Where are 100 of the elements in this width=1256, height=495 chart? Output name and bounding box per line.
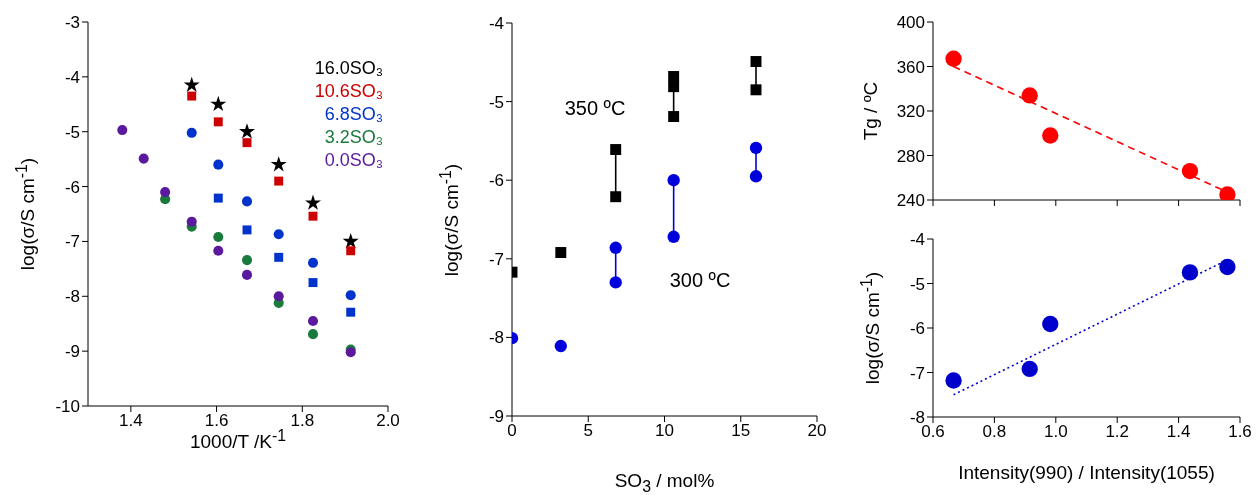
point [1181,162,1199,180]
point [138,153,149,164]
y-tick-label: -4 [64,67,80,87]
point [668,70,680,82]
point [273,291,284,302]
x-tick-label: 1.0 [1043,422,1068,442]
y-tick-label: -6 [909,319,925,339]
point [307,315,319,327]
point [308,278,318,288]
y-tick-label: 280 [896,146,925,166]
point [1219,258,1236,276]
point [187,91,197,101]
point [554,339,567,353]
point [609,241,622,254]
y-tick-label: -5 [488,92,504,112]
x-tick-label: 10 [655,421,674,441]
point [213,117,223,127]
point [945,50,962,67]
point [749,170,763,183]
y-tick-label: 400 [896,13,925,33]
x-tick-label: 1.4 [119,411,143,431]
point [1181,264,1199,281]
point [274,252,284,262]
x-axis-title: SO$_{3}$ / mol% [614,470,715,495]
point [610,144,622,156]
point [345,290,356,301]
point [273,229,284,240]
point [213,232,224,243]
point [609,276,622,289]
point [186,216,197,227]
point [186,127,197,138]
x-tick-label: 15 [731,421,751,441]
y-tick-label: 360 [896,57,925,77]
point [242,138,252,148]
point [945,372,962,389]
point [160,187,171,198]
y-tick-label: -6 [488,171,504,191]
y-tick-label: -5 [909,274,925,294]
point [117,125,128,136]
y-tick-label: -7 [64,232,80,252]
y-tick-label: -9 [488,407,504,427]
point [304,194,322,210]
y-tick-label: -7 [909,363,925,383]
point [307,329,319,340]
x-tick-label: 0 [507,421,517,441]
point [241,255,253,266]
point [749,141,763,155]
point [1042,127,1059,144]
x-tick-label: 1.8 [290,411,315,431]
point [238,123,256,139]
point [346,246,356,256]
x-tick-label: 20 [807,421,827,441]
y-tick-label: -9 [64,342,80,362]
point [183,76,200,92]
point [610,191,622,203]
y-tick-label: 240 [896,191,925,211]
y-tick-label: -3 [64,13,80,33]
y-tick-label: -5 [64,122,80,142]
point [213,159,224,170]
point [667,230,680,243]
text: 3.2SO₃ [323,126,383,149]
x-tick-label: 1.6 [1228,422,1252,442]
text: 16.0SO₃ [313,57,383,80]
point [1042,315,1059,333]
point [241,269,253,280]
x-tick-label: 1.2 [1105,422,1130,442]
point [668,111,680,123]
y-tick-label: -4 [909,230,925,250]
point [555,247,567,258]
x-tick-label: 0.8 [982,422,1007,442]
y-axis-title: Tg / ºC [860,81,882,141]
point [668,81,680,93]
y-tick-label: -10 [55,397,80,417]
annotation: 350 ºC [564,96,626,120]
y-tick-label: -8 [488,328,504,348]
point [241,196,253,207]
point [1021,87,1038,104]
y-tick-label: -6 [64,177,80,197]
point [346,307,356,317]
point [242,225,252,235]
x-tick-label: 5 [583,421,593,441]
point [270,156,287,172]
point [1219,186,1236,200]
point [1021,360,1038,378]
y-tick-label: 320 [896,102,925,122]
y-tick-label: -7 [488,249,504,269]
y-tick-label: -4 [488,14,504,34]
point [213,245,224,256]
x-tick-label: 1.4 [1166,422,1191,442]
point [213,193,223,203]
point [750,56,762,67]
x-axis-title: Intensity(990) / Intensity(1055) [958,462,1215,484]
x-tick-label: 2.0 [376,411,400,431]
x-tick-label: 0.6 [921,422,945,442]
point [308,211,318,221]
text: 6.8SO₃ [323,103,383,126]
text: 10.6SO₃ [313,80,383,103]
annotation: 300 ºC [669,268,731,292]
point [274,176,284,186]
point [210,95,227,112]
